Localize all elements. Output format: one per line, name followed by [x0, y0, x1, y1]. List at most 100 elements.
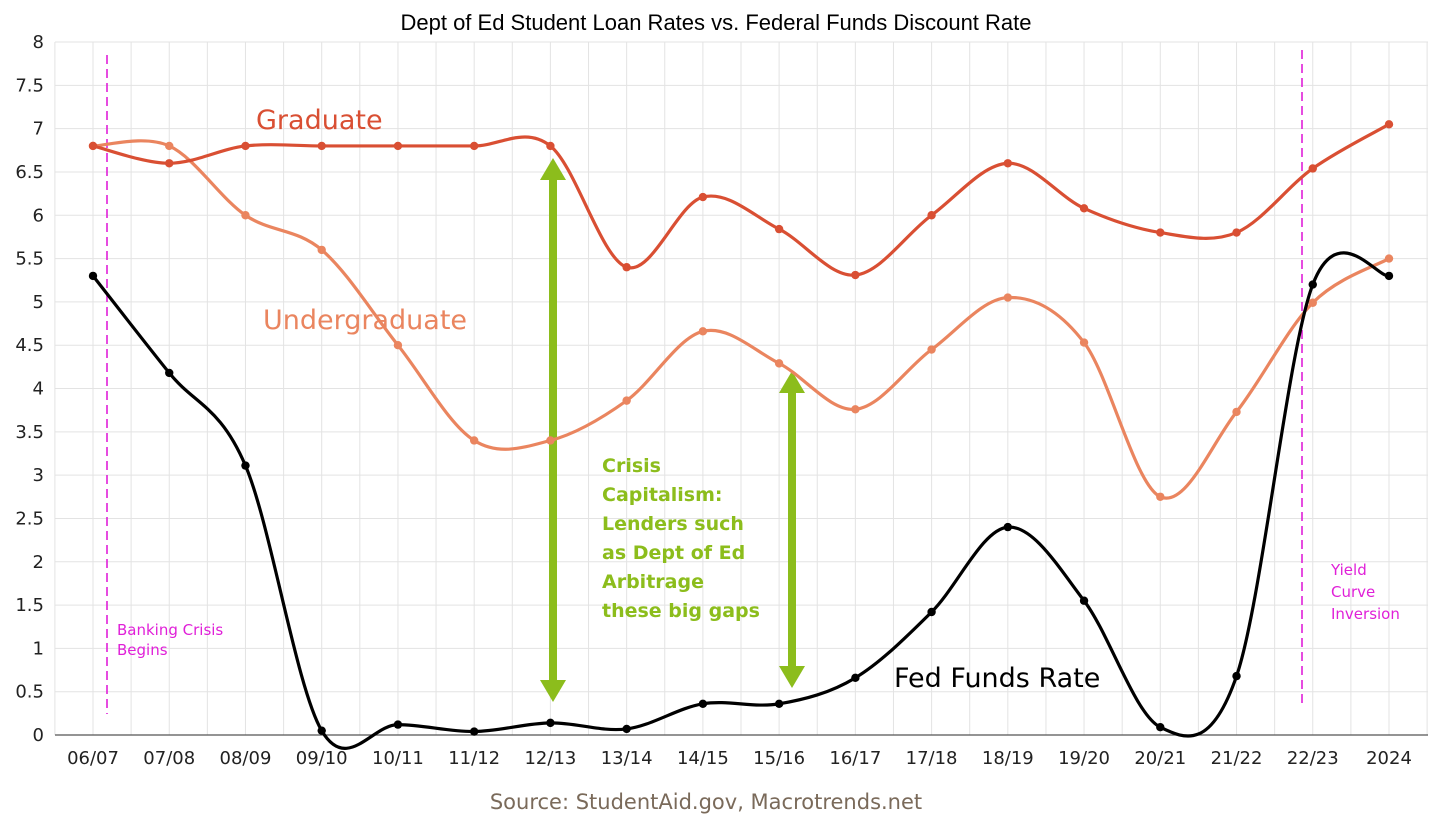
x-tick-label: 10/11 — [372, 748, 424, 769]
annotation-line: Inversion — [1331, 605, 1400, 623]
annotation-line: Arbitrage — [602, 571, 704, 593]
arrow-head-up — [540, 158, 566, 180]
data-point — [927, 345, 936, 354]
y-tick-label: 5 — [33, 292, 44, 313]
data-point — [1003, 522, 1013, 532]
y-tick-label: 8 — [33, 32, 44, 53]
x-tick-label: 07/08 — [143, 748, 195, 769]
data-point — [469, 141, 479, 151]
series-label-graduate: Graduate — [256, 105, 383, 136]
data-point — [1003, 159, 1013, 168]
data-point — [774, 224, 784, 234]
arrow-head-down — [540, 680, 566, 702]
arrow-head-down — [779, 666, 805, 688]
annotation-line: Banking Crisis — [117, 621, 223, 639]
series-undergraduate — [88, 139, 1394, 501]
data-point — [88, 271, 98, 281]
annotation-line: these big gaps — [602, 600, 760, 622]
annotation-line: Crisis — [602, 455, 661, 477]
x-tick-label: 22/23 — [1287, 748, 1339, 769]
data-point — [317, 245, 326, 255]
data-point — [393, 141, 403, 151]
x-tick-label: 20/21 — [1134, 748, 1186, 769]
annotation-line: Begins — [117, 641, 168, 659]
gap-arrows — [540, 158, 805, 702]
y-tick-label: 5.5 — [15, 249, 44, 270]
data-point — [165, 159, 174, 168]
data-point — [1003, 293, 1013, 302]
data-point — [1079, 204, 1089, 213]
x-tick-label: 09/10 — [296, 748, 348, 769]
series-fed-funds-rate — [88, 251, 1394, 750]
series-label-fed-funds: Fed Funds Rate — [894, 663, 1100, 694]
y-tick-label: 1 — [33, 638, 44, 659]
data-point — [851, 270, 860, 280]
data-point — [1308, 164, 1317, 173]
data-point — [165, 141, 174, 151]
y-tick-label: 2.5 — [15, 508, 44, 529]
data-point — [546, 436, 555, 445]
data-point — [1232, 228, 1241, 237]
series-label-undergraduate: Undergraduate — [263, 305, 467, 336]
y-tick-label: 2 — [33, 552, 44, 573]
data-point — [546, 141, 555, 151]
series — [88, 120, 1394, 750]
x-tick-label: 12/13 — [524, 748, 576, 769]
data-point — [622, 263, 631, 272]
data-point — [851, 673, 860, 683]
data-point — [241, 141, 250, 151]
data-point — [546, 718, 555, 728]
data-point — [88, 141, 98, 151]
data-point — [317, 141, 326, 151]
x-tick-label: 17/18 — [906, 748, 958, 769]
y-tick-label: 6.5 — [15, 162, 44, 183]
arrow-head-up — [779, 371, 805, 393]
x-tick-label: 15/16 — [753, 748, 805, 769]
x-tick-label: 19/20 — [1058, 748, 1110, 769]
annotation-crisis-capitalism: Crisis Capitalism: Lenders such as Dept … — [602, 455, 760, 622]
y-tick-label: 4.5 — [15, 335, 44, 356]
annotation-line: Lenders such — [602, 513, 744, 535]
chart-title: Dept of Ed Student Loan Rates vs. Federa… — [400, 10, 1031, 35]
y-tick-label: 4 — [33, 379, 44, 400]
x-tick-label: 11/12 — [448, 748, 500, 769]
y-tick-label: 6 — [33, 205, 44, 226]
data-point — [393, 340, 403, 350]
data-point — [1156, 723, 1165, 732]
data-point — [1232, 407, 1241, 417]
y-tick-label: 7 — [33, 119, 44, 140]
y-tick-label: 3.5 — [15, 422, 44, 443]
data-point — [1079, 338, 1089, 347]
data-point — [1156, 492, 1165, 501]
data-point — [165, 368, 174, 378]
data-point — [393, 720, 403, 729]
axes: 0 0.5 1 1.5 2 2.5 3 3.5 4 4.5 5 5.5 6 6.5 7 7.5 8 06/07 07… — [15, 32, 1428, 769]
event-markers — [106, 50, 1303, 714]
y-tick-label: 3 — [33, 465, 44, 486]
x-tick-label: 06/07 — [67, 748, 119, 769]
annotation-line: Curve — [1331, 583, 1375, 601]
series-graduate — [88, 120, 1394, 280]
data-point — [851, 405, 860, 414]
data-point — [774, 699, 784, 709]
x-tick-label: 18/19 — [982, 748, 1034, 769]
annotation-line: Capitalism: — [602, 484, 723, 506]
x-tick-label: 08/09 — [220, 748, 272, 769]
y-tick-label: 1.5 — [15, 595, 44, 616]
data-point — [698, 699, 708, 709]
data-point — [622, 724, 631, 734]
data-point — [469, 727, 479, 736]
x-tick-label: 2024 — [1366, 748, 1412, 769]
data-point — [1308, 280, 1317, 289]
data-point — [241, 211, 250, 220]
data-point — [241, 461, 250, 470]
annotation-line: Yield — [1330, 561, 1367, 579]
arrow-gap-graduate — [540, 158, 566, 702]
data-point — [927, 607, 936, 617]
x-tick-label: 21/22 — [1211, 748, 1263, 769]
data-point — [1384, 120, 1394, 129]
data-point — [1384, 271, 1394, 281]
arrow-gap-undergraduate — [779, 371, 805, 688]
data-point — [622, 396, 631, 405]
